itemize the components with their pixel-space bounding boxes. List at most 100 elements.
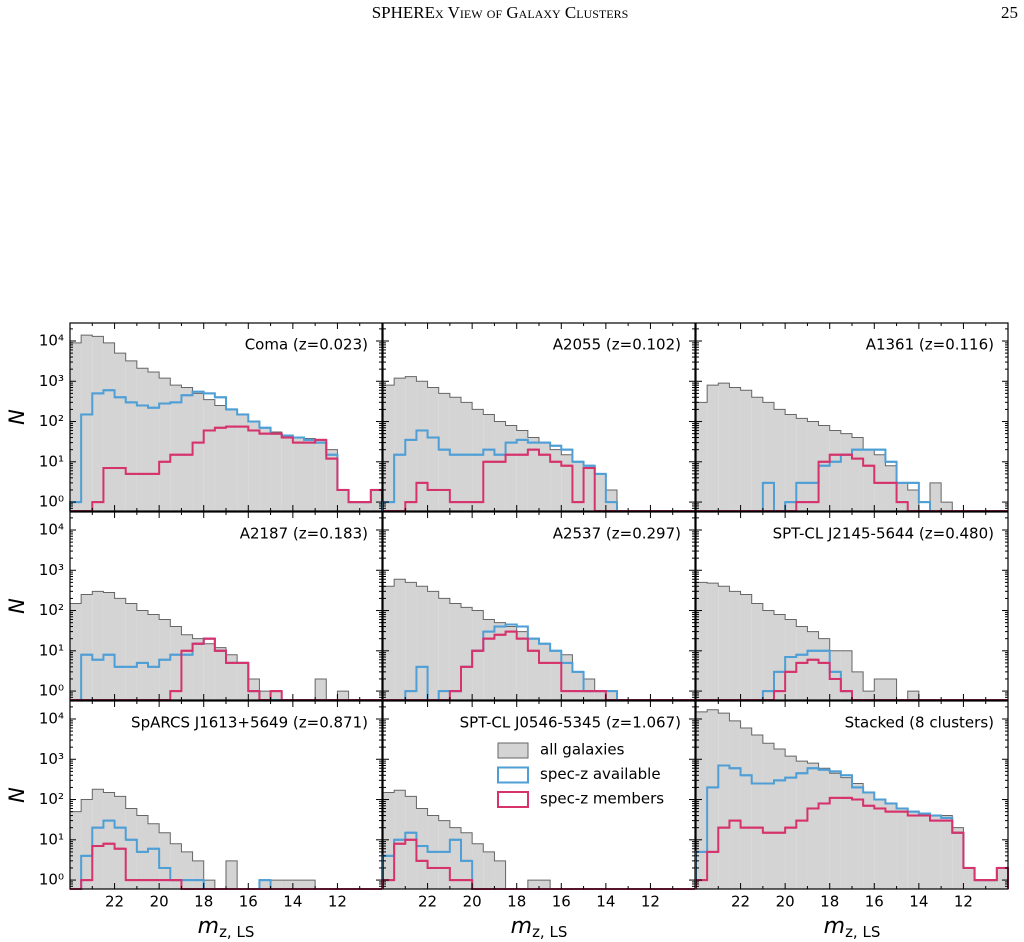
- bar: [516, 430, 528, 511]
- bar: [874, 799, 886, 889]
- y-axis-label: N: [5, 409, 29, 425]
- bar: [237, 414, 249, 511]
- bar: [114, 353, 126, 511]
- bar: [896, 808, 908, 889]
- bar: [807, 763, 819, 889]
- y-axis-label: N: [5, 787, 29, 803]
- bar: [930, 482, 942, 511]
- bar: [539, 442, 551, 511]
- bar: [740, 390, 752, 511]
- bar: [383, 792, 395, 889]
- bar: [337, 489, 349, 511]
- x-tick-label: 12: [641, 893, 660, 911]
- bar: [896, 482, 908, 511]
- bar: [696, 402, 708, 511]
- bar: [740, 727, 752, 889]
- bar: [427, 591, 439, 700]
- bar: [136, 610, 148, 700]
- bar: [751, 735, 763, 889]
- bar: [114, 598, 126, 700]
- bar: [203, 880, 215, 889]
- y-tick-label: 10³: [39, 750, 64, 768]
- bar: [796, 761, 808, 889]
- bar: [818, 768, 830, 889]
- legend-swatch: [497, 742, 529, 759]
- bar: [807, 631, 819, 700]
- panel: 22 20 18 16 14 12 Stacked (8 clusters) mz, LS: [695, 700, 1009, 941]
- bar: [550, 449, 562, 511]
- x-axis-label: mz, LS: [824, 914, 881, 941]
- y-tick-label: 10⁰: [39, 682, 64, 700]
- x-tick-label: 14: [909, 893, 928, 911]
- bar: [383, 385, 395, 511]
- bar: [461, 402, 473, 511]
- bar: [918, 813, 930, 889]
- bar: [304, 438, 316, 511]
- bar: [81, 335, 93, 511]
- bar: [114, 796, 126, 889]
- bar: [863, 691, 875, 700]
- bar: [348, 502, 360, 511]
- bar: [170, 385, 182, 511]
- y-tick-label: 10²: [39, 601, 64, 619]
- page-number: 25: [1001, 3, 1018, 22]
- x-tick-label: 22: [418, 893, 437, 911]
- x-tick-label: 20: [150, 893, 169, 911]
- bar: [81, 594, 93, 700]
- y-tick-label: 10⁴: [39, 521, 64, 539]
- bar: [863, 792, 875, 889]
- bar: [539, 880, 551, 889]
- bar: [796, 418, 808, 511]
- bar: [907, 811, 919, 889]
- bar-outline: [69, 590, 382, 701]
- bar: [751, 603, 763, 700]
- bar: [729, 720, 741, 889]
- bar: [383, 586, 395, 700]
- bar: [829, 773, 841, 889]
- bar: [181, 851, 193, 889]
- y-axis-label: N: [5, 598, 29, 614]
- x-tick-label: 16: [552, 893, 571, 911]
- bar: [226, 654, 238, 700]
- panel: 10⁰ 10¹ 10² 10³ 10⁴ Coma (z=0.023) N: [5, 322, 383, 512]
- y-tick-label: 10¹: [39, 452, 64, 470]
- bar: [103, 592, 115, 700]
- panel-annotation: A1361 (z=0.116): [866, 336, 994, 354]
- bar: [963, 867, 975, 889]
- bar: [729, 591, 741, 700]
- bar: [594, 691, 606, 700]
- bar: [885, 803, 897, 889]
- bar: [70, 342, 82, 511]
- panel: SPT-CL J2145-5644 (z=0.480): [695, 511, 1009, 701]
- x-axis-label-main: m: [511, 914, 532, 939]
- bar: [696, 582, 708, 700]
- x-axis-label-main: m: [824, 914, 845, 939]
- bar: [359, 502, 371, 511]
- x-axis-label: mz, LS: [511, 914, 568, 941]
- panel: A2537 (z=0.297): [382, 511, 696, 701]
- bar: [472, 610, 484, 700]
- panel-annotation: Coma (z=0.023): [245, 336, 368, 354]
- bar-outline: [69, 788, 382, 890]
- bar: [438, 820, 450, 889]
- bar: [326, 449, 338, 511]
- bar: [494, 421, 506, 511]
- bar: [394, 579, 406, 700]
- bar: [405, 582, 417, 700]
- y-tick-label: 10²: [39, 790, 64, 808]
- bar: [885, 465, 897, 511]
- bar: [148, 823, 160, 889]
- running-title: SPHEREx View of Galaxy Clusters: [372, 3, 629, 22]
- bar: [125, 603, 137, 700]
- bar: [707, 385, 719, 511]
- bar: [594, 473, 606, 511]
- panel-annotation: A2187 (z=0.183): [240, 525, 368, 543]
- bar: [304, 880, 316, 889]
- bar: [907, 489, 919, 511]
- bar: [605, 691, 617, 700]
- bar: [259, 691, 271, 700]
- bar: [203, 399, 215, 511]
- bar: [774, 409, 786, 511]
- panel: 22 20 18 16 14 12 SPT-CL J0546-5345 (z=1.067) m…: [382, 700, 696, 941]
- bar: [785, 619, 797, 700]
